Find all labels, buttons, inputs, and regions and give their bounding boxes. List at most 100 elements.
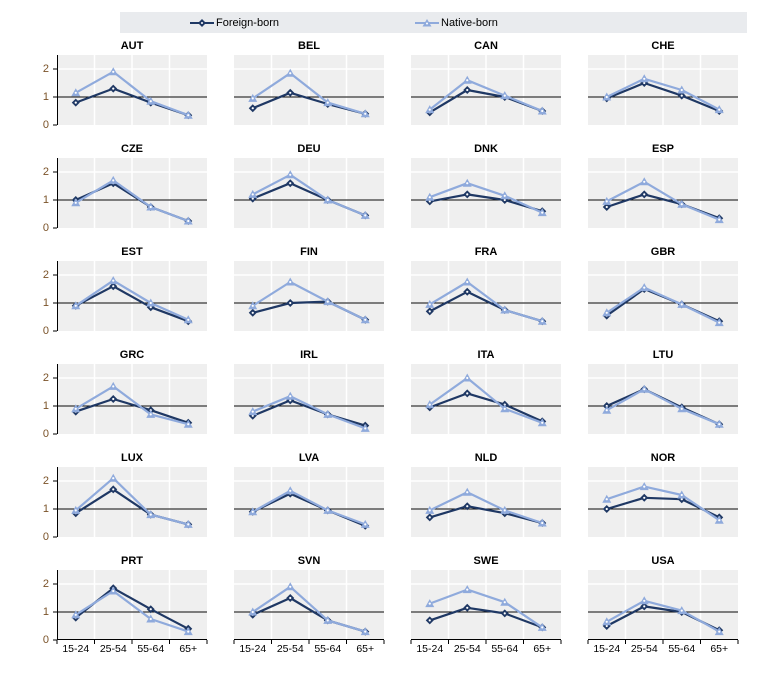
plot-area	[53, 158, 207, 229]
panel-title: NLD	[474, 452, 498, 464]
panel-USA: USA 15-24 25-54 55-64 65+	[587, 554, 739, 659]
plot-area	[411, 364, 561, 434]
panel-title: USA	[651, 555, 675, 567]
panel-title: LVA	[298, 452, 320, 464]
x-tick-label: 25-54	[276, 643, 304, 655]
native-born-series	[248, 486, 370, 528]
x-tick-label: 65+	[179, 643, 198, 655]
panel-title: CHE	[651, 40, 675, 52]
plot-area	[233, 570, 385, 644]
x-tick-label: 65+	[356, 643, 375, 655]
x-tick-label: 65+	[533, 643, 552, 655]
plot-area	[411, 467, 561, 537]
x-axis-labels: 15-24 25-54 55-64 65+	[234, 643, 384, 659]
panel-title: CAN	[474, 40, 498, 52]
panel-NOR: NOR	[588, 451, 738, 537]
panel-DNK: DNK	[411, 142, 561, 228]
panel-title: SVN	[297, 555, 321, 567]
legend-bar: Foreign-born Native-born	[120, 12, 747, 33]
panel-SWE: SWE 15-24 25-54 55-64 65+	[410, 554, 562, 659]
y-tick-label: 2	[42, 577, 49, 590]
native-born-series	[248, 68, 370, 118]
native-born-series	[71, 276, 193, 324]
panel-ITA: ITA	[411, 348, 561, 434]
legend-label-native-born: Native-born	[441, 16, 498, 29]
x-axis-labels: 15-24 25-54 55-64 65+	[411, 643, 561, 659]
plot-area	[53, 467, 207, 538]
native-born-series	[602, 596, 724, 636]
plot-area	[411, 158, 561, 228]
y-tick-label: 0	[42, 118, 49, 131]
native-born-series	[71, 67, 193, 119]
x-tick-label: 15-24	[593, 643, 621, 655]
x-tick-label: 25-54	[630, 643, 658, 655]
x-axis-labels: 15-24 25-54 55-64 65+	[57, 643, 207, 659]
native-born-series	[602, 283, 724, 327]
native-born-series	[71, 381, 193, 428]
small-multiples-grid: AUT 0 1 2 BEL CAN CHE CZE 0 1 2 DEU DNK ESP EST 0 1 2 FIN F…	[43, 39, 739, 659]
plot-area	[53, 261, 207, 332]
panel-GRC: GRC 0 1 2	[43, 348, 207, 439]
x-tick-label: 25-54	[453, 643, 481, 655]
legend-entry-native-born: Native-born	[415, 12, 498, 33]
panel-title: CZE	[121, 143, 143, 155]
panel-CHE: CHE	[588, 39, 738, 125]
y-tick-label: 0	[42, 633, 49, 646]
panel-title: AUT	[120, 40, 144, 52]
y-tick-label: 2	[42, 371, 49, 384]
panel-CAN: CAN	[411, 39, 561, 125]
panel-title: GBR	[650, 246, 676, 258]
plot-area	[234, 364, 384, 434]
plot-area	[588, 55, 738, 125]
panel-ESP: ESP	[588, 142, 738, 228]
x-tick-label: 65+	[710, 643, 729, 655]
y-tick-label: 1	[42, 193, 49, 206]
panel-title: DNK	[474, 143, 498, 155]
native-born-series	[425, 373, 547, 427]
panel-title: ITA	[477, 349, 495, 361]
x-tick-label: 15-24	[416, 643, 444, 655]
panel-title: NOR	[650, 452, 676, 464]
plot-area	[234, 467, 384, 537]
y-tick-label: 1	[42, 605, 49, 618]
panel-title: DEU	[297, 143, 321, 155]
native-born-series	[602, 177, 724, 224]
x-tick-label: 15-24	[239, 643, 267, 655]
panel-SVN: SVN 15-24 25-54 55-64 65+	[233, 554, 385, 659]
y-tick-label: 0	[42, 324, 49, 337]
x-tick-label: 55-64	[137, 643, 165, 655]
native-born-series	[602, 74, 724, 114]
x-tick-label: 15-24	[62, 643, 90, 655]
y-tick-label: 2	[42, 62, 49, 75]
native-born-series	[425, 487, 547, 527]
panel-FRA: FRA	[411, 245, 561, 331]
panel-title: FIN	[300, 246, 318, 258]
plot-area	[588, 364, 738, 434]
panel-BEL: BEL	[234, 39, 384, 125]
y-tick-label: 0	[42, 221, 49, 234]
panel-EST: EST 0 1 2	[43, 245, 207, 336]
y-tick-label: 2	[42, 165, 49, 178]
native-born-series	[425, 178, 547, 217]
panel-title: LTU	[652, 349, 674, 361]
native-born-series	[248, 391, 370, 432]
foreign-born-marker-icon	[190, 18, 214, 27]
panel-CZE: CZE 0 1 2	[43, 142, 207, 233]
plot-area	[234, 55, 384, 125]
plot-area	[234, 158, 384, 228]
plot-area	[53, 364, 207, 435]
native-born-series	[425, 585, 547, 631]
panel-GBR: GBR	[588, 245, 738, 331]
native-born-series	[71, 175, 193, 225]
y-tick-label: 1	[42, 90, 49, 103]
x-tick-label: 55-64	[668, 643, 696, 655]
panel-title: ESP	[651, 143, 674, 155]
plot-area	[587, 570, 739, 644]
panel-LVA: LVA	[234, 451, 384, 537]
native-born-series	[425, 277, 547, 325]
plot-area	[588, 261, 738, 331]
panel-title: FRA	[474, 246, 498, 258]
y-tick-label: 0	[42, 530, 49, 543]
y-tick-label: 2	[42, 268, 49, 281]
panel-title: SWE	[473, 555, 499, 567]
